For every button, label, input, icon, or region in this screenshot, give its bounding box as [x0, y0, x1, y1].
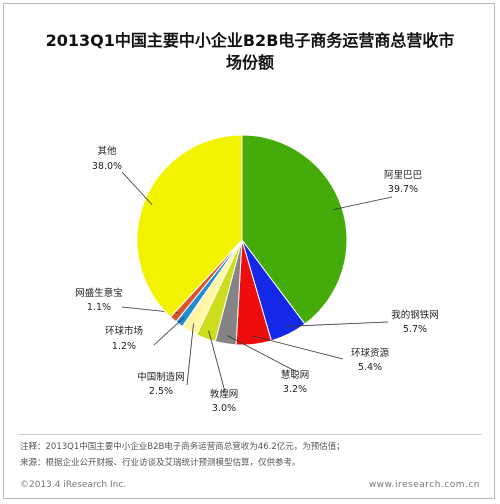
slice-value-label: 1.2%: [112, 341, 136, 352]
slice-label: 中国制造网: [137, 371, 185, 383]
chart-title: 2013Q1中国主要中小企业B2B电子商务运营商总营收市 场份额: [0, 30, 500, 74]
slice-label: 阿里巴巴: [384, 170, 422, 181]
slice-label: 我的钢铁网: [391, 309, 439, 321]
slice-value-label: 3.0%: [212, 403, 236, 414]
footer-note: 注释：2013Q1中国主要中小企业B2B电子商务运营商总营收为46.2亿元，为预…: [20, 442, 345, 452]
slice-value-label: 3.2%: [283, 384, 307, 395]
leader-line: [333, 196, 393, 210]
leader-line: [186, 323, 194, 386]
slice-value-label: 5.7%: [403, 324, 427, 335]
website-text: www.iresearch.com.cn: [368, 480, 480, 490]
slice-value-label: 39.7%: [388, 184, 418, 195]
leader-line: [121, 171, 153, 205]
slice-value-label: 1.1%: [87, 302, 111, 313]
slice-label: 环球资源: [351, 347, 390, 359]
copyright-text: ©2013.4 iResearch Inc.: [20, 480, 127, 490]
leader-line: [226, 335, 296, 372]
chart-title-line-1: 2013Q1中国主要中小企业B2B电子商务运营商总营收市: [45, 31, 455, 50]
pie-slice: [136, 134, 243, 318]
leader-line: [285, 321, 389, 327]
leader-line: [153, 317, 185, 346]
slice-label: 网盛生意宝: [75, 287, 123, 299]
slice-value-label: 5.4%: [358, 362, 382, 373]
slice-value-label: 38.0%: [92, 161, 122, 172]
slice-label: 其他: [97, 145, 117, 157]
chart-title-line-2: 场份额: [225, 53, 274, 72]
slice-label: 慧聪网: [281, 369, 310, 381]
leader-line: [252, 335, 344, 360]
slice-value-label: 2.5%: [149, 386, 173, 397]
pie-slice: [241, 134, 348, 325]
footer-divider: [18, 434, 482, 435]
footer-source: 来源：根据企业公开财报、行业访谈及艾瑞统计预测模型估算，仅供参考。: [20, 458, 301, 468]
slice-label: 环球市场: [105, 325, 143, 337]
leader-line: [208, 330, 226, 393]
slice-label: 敦煌网: [210, 388, 239, 400]
